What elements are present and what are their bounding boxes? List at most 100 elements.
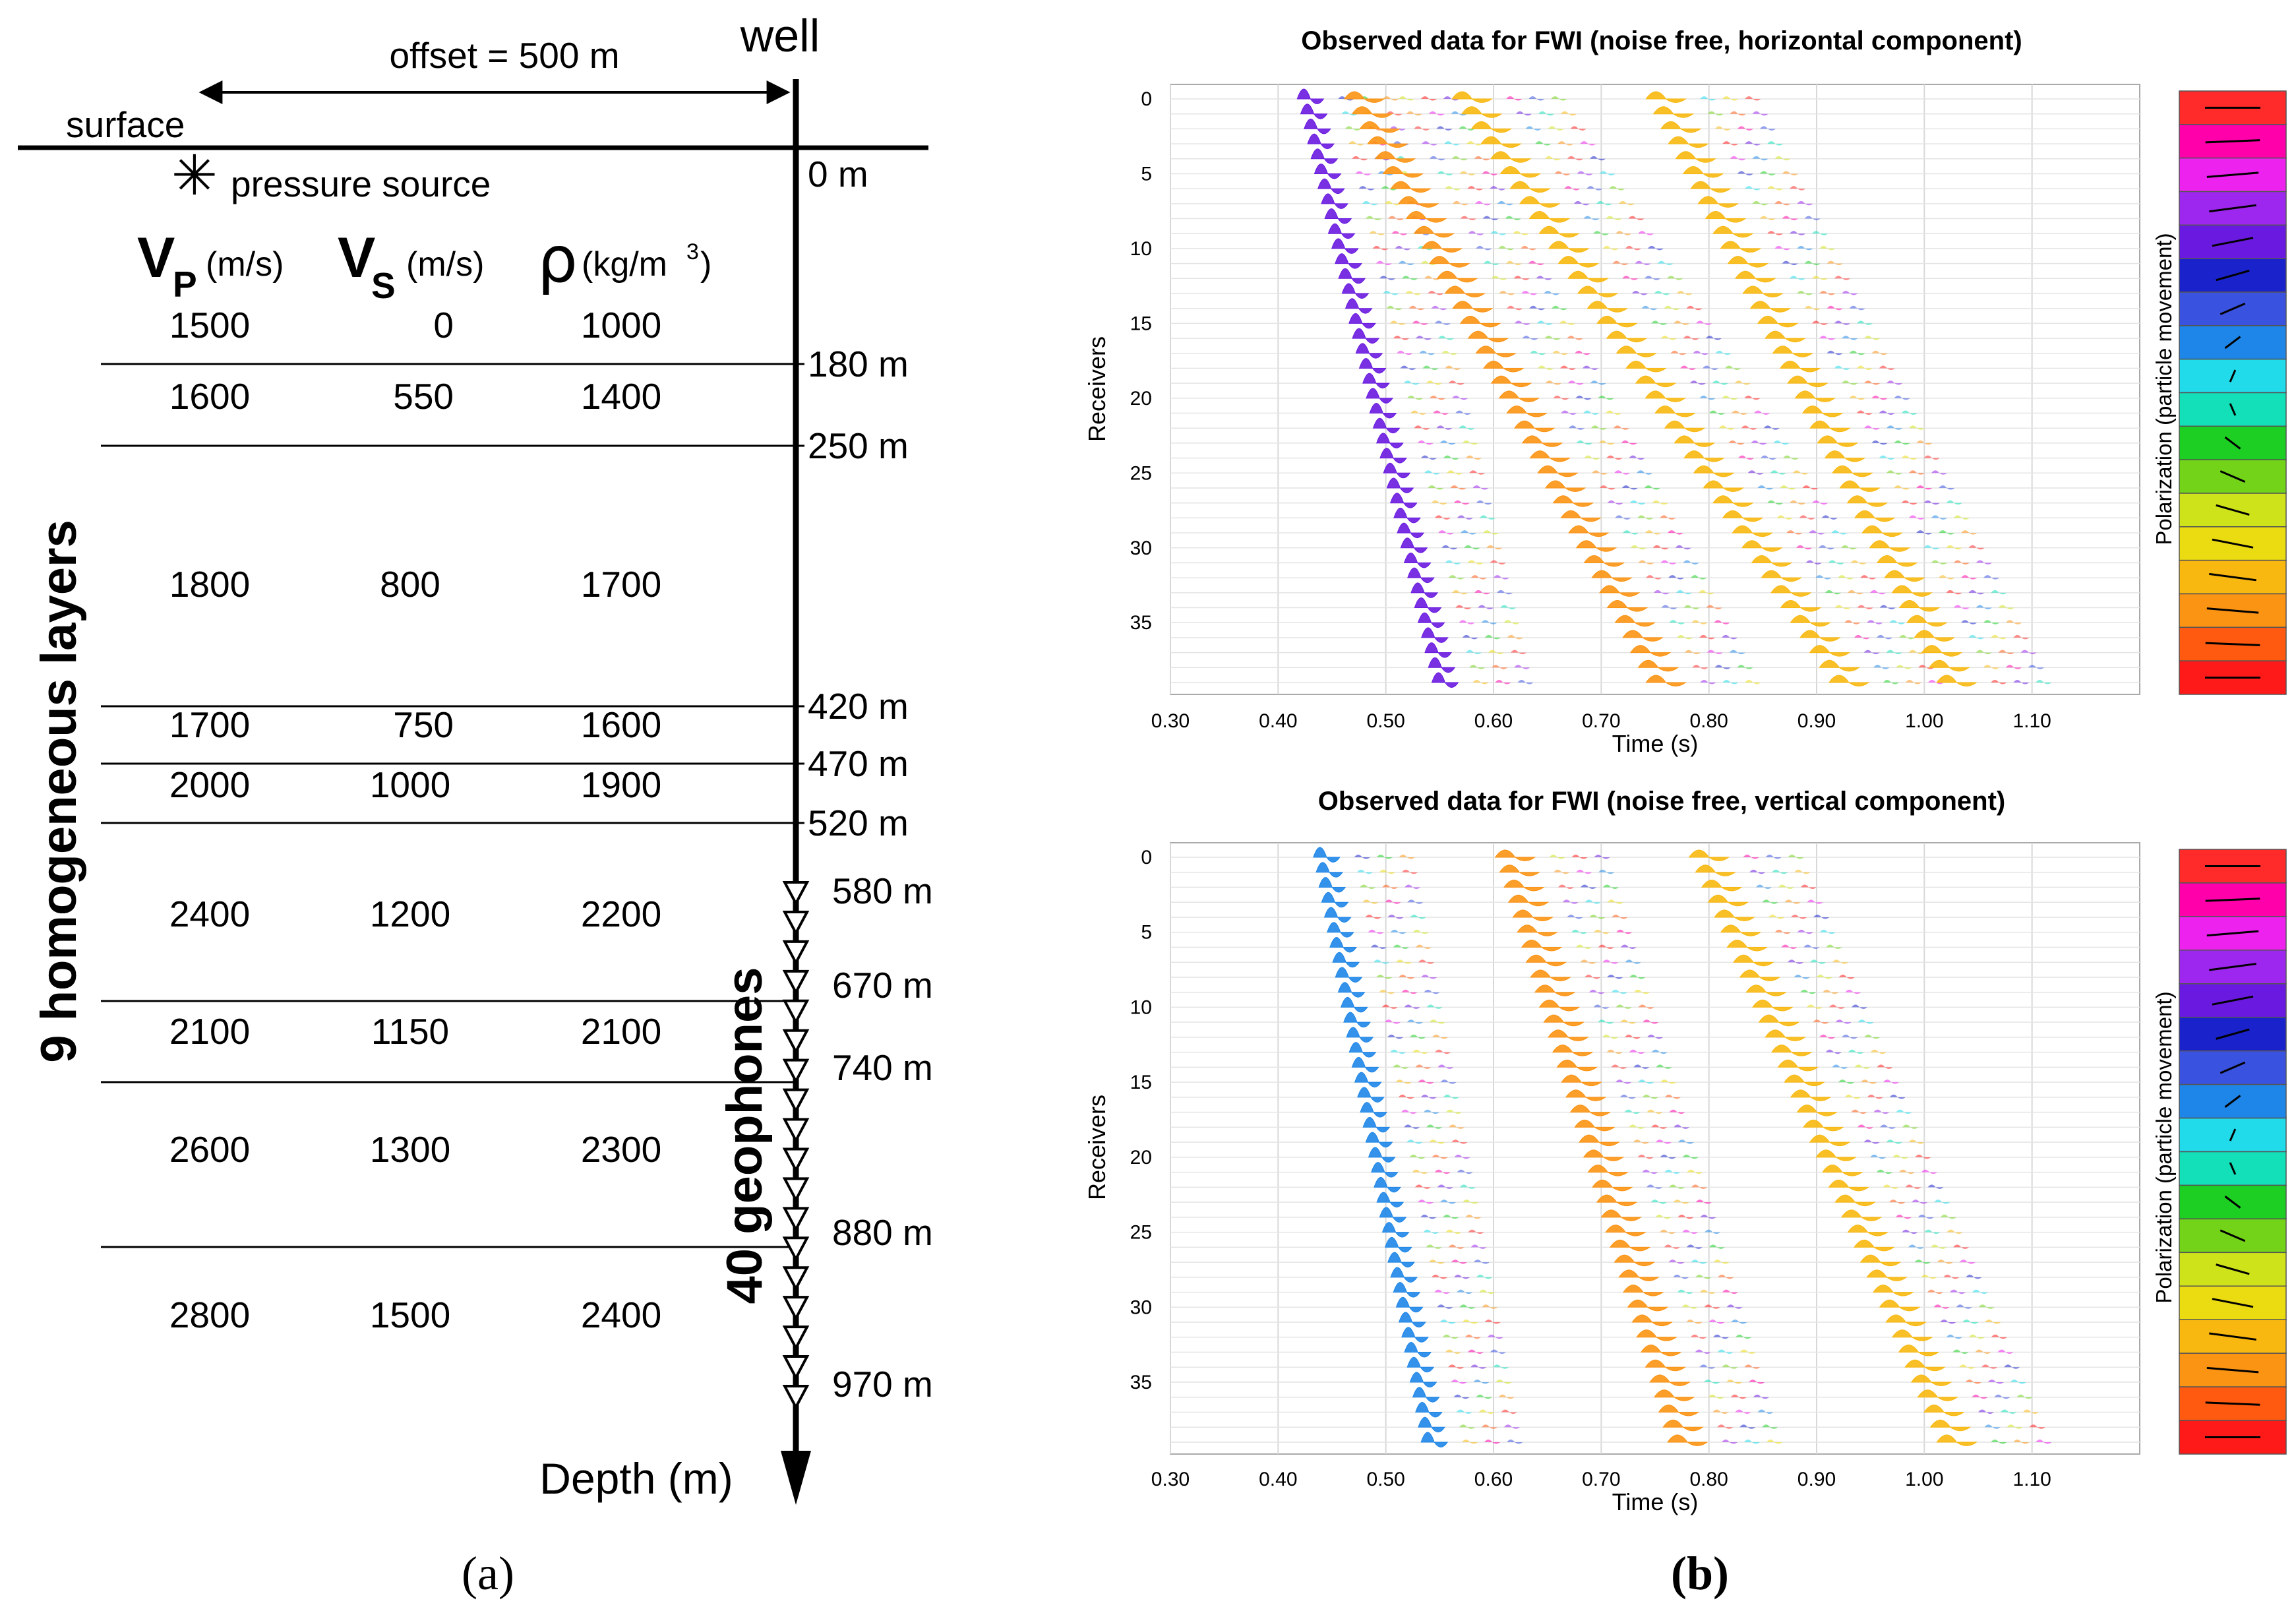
coda-wavelet	[1691, 1184, 1708, 1189]
arrival-wavelet	[1418, 1416, 1445, 1433]
coda-wavelet	[1918, 1214, 1934, 1219]
coda-wavelet	[1700, 96, 1716, 101]
arrival-wavelet	[1374, 151, 1416, 163]
coda-wavelet	[1799, 515, 1815, 520]
coda-wavelet	[1465, 1334, 1481, 1339]
arrival-wavelet	[1490, 375, 1532, 388]
svg-text:3: 3	[686, 239, 699, 264]
arrival-wavelet	[1674, 435, 1715, 447]
coda-wavelet	[1714, 620, 1730, 624]
coda-wavelet	[1867, 1094, 1883, 1099]
coda-wavelet	[1772, 869, 1788, 874]
arrival-wavelet	[1499, 865, 1540, 876]
arrival-wavelet	[1703, 480, 1744, 492]
coda-wavelet	[1440, 1200, 1457, 1204]
arrival-wavelet	[1876, 555, 1918, 567]
polarization-tick-icon	[2220, 302, 2246, 315]
coda-wavelet	[2020, 650, 2037, 655]
coda-wavelet	[1680, 365, 1697, 370]
arrival-wavelet	[1832, 465, 1873, 477]
coda-wavelet	[1810, 959, 1827, 964]
arrival-wavelet	[1470, 121, 1513, 133]
arrival-wavelet	[1552, 495, 1594, 507]
arrival-wavelet	[1381, 1222, 1410, 1238]
coda-wavelet	[1953, 1244, 1970, 1249]
arrival-wavelet	[1722, 510, 1764, 522]
arrival-wavelet	[1529, 450, 1571, 462]
layer-vs-value: 750	[393, 704, 454, 745]
y-axis-label: Receivers	[1083, 1095, 1110, 1200]
coda-wavelet	[1443, 96, 1459, 101]
arrival-wavelet	[1417, 612, 1445, 628]
coda-wavelet	[1432, 1154, 1448, 1159]
arrival-wavelet	[1313, 847, 1341, 863]
coda-wavelet	[1460, 216, 1476, 221]
coda-wavelet	[1899, 634, 1916, 640]
arrival-wavelet	[1631, 1314, 1673, 1327]
geophone-depth-label: 740 m	[832, 1047, 933, 1088]
coda-wavelet	[1757, 1409, 1774, 1414]
coda-wavelet	[1759, 126, 1776, 131]
coda-wavelet	[1699, 1289, 1716, 1294]
arrival-wavelet	[1327, 922, 1354, 938]
coda-wavelet	[1452, 395, 1468, 400]
coda-wavelet	[1908, 515, 1925, 520]
coda-wavelet	[1991, 1440, 2007, 1444]
coda-wavelet	[1664, 1244, 1680, 1249]
coda-wavelet	[1722, 141, 1739, 146]
svg-text:V: V	[338, 226, 375, 289]
coda-wavelet	[1567, 156, 1583, 161]
coda-wavelet	[1369, 231, 1385, 235]
coda-wavelet	[1459, 126, 1475, 131]
coda-wavelet	[1708, 1394, 1724, 1399]
coda-wavelet	[1848, 1049, 1864, 1054]
coda-wavelet	[1849, 350, 1865, 355]
coda-wavelet	[1879, 365, 1895, 370]
coda-wavelet	[1737, 126, 1753, 131]
coda-wavelet	[1696, 320, 1712, 325]
geophone-icon	[782, 1177, 810, 1203]
coda-wavelet	[1909, 425, 1925, 430]
arrival-wavelet	[1636, 1329, 1677, 1341]
coda-wavelet	[1705, 1229, 1721, 1234]
coda-wavelet	[1642, 1169, 1658, 1174]
coda-wavelet	[1461, 530, 1477, 535]
coda-wavelet	[1939, 575, 1955, 580]
coda-wavelet	[1806, 1004, 1823, 1009]
coda-wavelet	[1827, 260, 1843, 266]
coda-wavelet	[1616, 231, 1632, 235]
arrival-wavelet	[1794, 390, 1836, 402]
coda-wavelet	[1895, 1214, 1912, 1219]
coda-wavelet	[1398, 260, 1414, 266]
coda-wavelet	[1418, 1079, 1434, 1084]
coda-wavelet	[1497, 200, 1514, 206]
coda-wavelet	[1453, 1394, 1470, 1399]
coda-wavelet	[1551, 96, 1567, 101]
coda-wavelet	[1743, 855, 1759, 859]
coda-wavelet	[1521, 291, 1538, 295]
coda-wavelet	[2013, 634, 2030, 640]
layer-table: 1500 0 1000 1600 550 1400 1800 800 1700 1700 750 16…	[169, 305, 661, 1335]
coda-wavelet	[1819, 291, 1836, 295]
coda-wavelet	[1946, 545, 1962, 550]
coda-wavelet	[1370, 944, 1387, 949]
arrival-wavelet	[1936, 1434, 1978, 1446]
arrival-wavelet	[1372, 417, 1401, 434]
coda-wavelet	[1412, 320, 1428, 325]
chart-title: Observed data for FWI (noise free, verti…	[1318, 787, 2005, 816]
coda-wavelet	[1638, 560, 1654, 564]
coda-wavelet	[1825, 1049, 1842, 1054]
arrival-wavelet	[1514, 420, 1556, 433]
arrival-wavelet	[1861, 525, 1903, 537]
y-tick-label: 5	[1141, 922, 1152, 944]
coda-wavelet	[1832, 959, 1849, 964]
arrival-wavelet	[1817, 435, 1858, 447]
coda-wavelet	[1420, 260, 1437, 266]
coda-wavelet	[1633, 989, 1650, 994]
coda-wavelet	[1434, 320, 1451, 325]
arrival-wavelet	[1583, 555, 1625, 567]
layer-interfaces: 180 m 250 m 420 m 470 m 520 m	[101, 344, 909, 1248]
arrival-wavelet	[1390, 1267, 1418, 1283]
arrival-wavelet	[1451, 91, 1493, 103]
arrival-wavelet	[1537, 465, 1579, 477]
